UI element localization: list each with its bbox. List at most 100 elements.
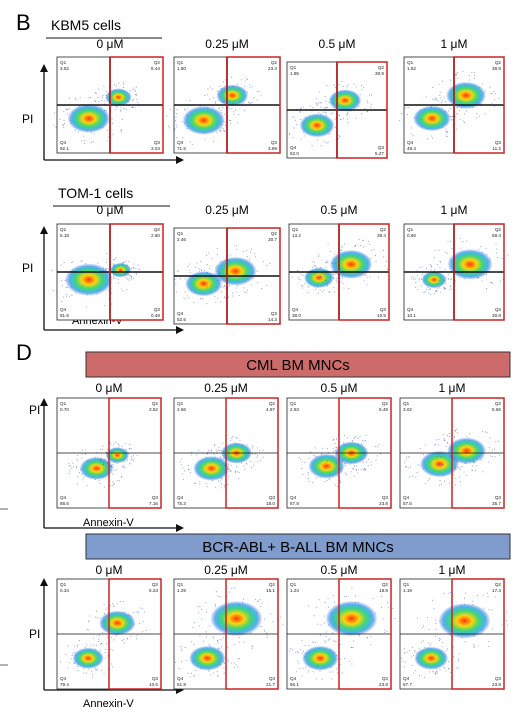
dose-label: 0.25 μM: [205, 203, 249, 217]
annexin-positive-highlight: [451, 578, 505, 690]
quadrant-percentage: 62.0: [290, 151, 299, 156]
quadrant-label: Q2: [382, 401, 389, 406]
quadrant-label: Q3: [271, 311, 278, 316]
quadrant-label: Q4: [290, 495, 297, 500]
quadrant-percentage: 18.0: [266, 501, 275, 506]
annexin-positive-highlight: [451, 397, 505, 509]
quadrant-percentage: 30.9: [375, 71, 384, 76]
dose-label: 0.25 μM: [204, 563, 248, 577]
quadrant-percentage: 23.8: [379, 501, 388, 506]
quadrant-label: Q2: [495, 401, 502, 406]
quadrant-percentage: 1.85: [290, 71, 299, 76]
quadrant-label: Q1: [292, 227, 299, 232]
annexin-positive-highlight: [108, 397, 162, 509]
dose-label: 1 μM: [441, 203, 468, 217]
cell-density-cloud: [404, 428, 500, 487]
quadrant-percentage: 1.29: [177, 588, 186, 593]
group-title-kbm5: KBM5 cells: [51, 17, 121, 33]
quadrant-percentage: 14.3: [268, 317, 277, 322]
annexin-positive-highlight: [225, 578, 279, 690]
quadrant-percentage: 38.4: [377, 233, 386, 238]
quadrant-label: Q2: [378, 65, 385, 70]
annexin-positive-highlight: [338, 223, 390, 321]
quadrant-label: Q4: [60, 495, 67, 500]
quadrant-label: Q1: [177, 582, 184, 587]
quadrant-label: Q1: [60, 582, 67, 587]
quadrant-percentage: 3.02: [403, 407, 412, 412]
dose-label: 0 μM: [96, 563, 123, 577]
quadrant-label: Q2: [154, 227, 161, 232]
quadrant-percentage: 5.49: [379, 407, 388, 412]
annexin-positive-highlight: [226, 227, 281, 325]
quadrant-percentage: 17.3: [492, 588, 501, 593]
quadrant-label: Q3: [271, 140, 278, 145]
quadrant-label: Q1: [407, 60, 414, 65]
quadrant-label: Q4: [177, 140, 184, 145]
quadrant-label: Q4: [290, 676, 297, 681]
cell-density-cloud: [399, 70, 500, 140]
annexin-positive-highlight: [109, 56, 164, 154]
quadrant-label: Q3: [495, 495, 502, 500]
dose-label: 0.5 μM: [321, 203, 358, 217]
group-title-cml: CML BM MNCs: [246, 357, 350, 374]
quadrant-percentage: 8.44: [151, 66, 160, 71]
quadrant-percentage: 52.5: [177, 317, 186, 322]
annexin-positive-highlight: [453, 223, 505, 321]
quadrant-label: Q1: [403, 582, 410, 587]
quadrant-percentage: 88.6: [60, 501, 69, 506]
dose-label: 0.25 μM: [205, 37, 249, 51]
quadrant-percentage: 1.24: [290, 588, 299, 593]
quadrant-percentage: 3.52: [149, 407, 158, 412]
annexin-positive-highlight: [338, 578, 392, 690]
annexin-positive-highlight: [338, 397, 392, 509]
quadrant-percentage: 1.52: [407, 66, 416, 71]
cell-density-cloud: [60, 600, 147, 678]
quadrant-percentage: 5.66: [492, 407, 501, 412]
quadrant-label: Q1: [290, 401, 297, 406]
dose-label: 0.25 μM: [204, 381, 248, 395]
quadrant-percentage: 0.34: [60, 588, 69, 593]
x-axis-label-cml: Annexin-V: [83, 517, 134, 529]
quadrant-label: Q3: [382, 676, 389, 681]
quadrant-percentage: 79.4: [60, 682, 69, 687]
quadrant-label: Q4: [60, 307, 67, 312]
quadrant-percentage: 7.16: [149, 501, 158, 506]
quadrant-percentage: 13.2: [292, 233, 301, 238]
quadrant-label: Q4: [403, 495, 410, 500]
quadrant-percentage: 48.4: [407, 146, 416, 151]
quadrant-label: Q2: [271, 60, 278, 65]
cell-density-cloud: [175, 587, 284, 678]
quadrant-label: Q4: [177, 676, 184, 681]
quadrant-label: Q1: [60, 227, 67, 232]
quadrant-percentage: 2.93: [290, 407, 299, 412]
quadrant-label: Q2: [269, 582, 276, 587]
quadrant-percentage: 3.04: [151, 146, 160, 151]
y-axis-label-kbm5: PI: [22, 112, 33, 126]
y-axis-label-tom1: PI: [22, 261, 33, 275]
quadrant-label: Q3: [495, 307, 502, 312]
quadrant-label: Q1: [177, 231, 184, 236]
quadrant-percentage: 5.18: [60, 233, 69, 238]
y-axis-label-ball: PI: [29, 627, 40, 641]
quadrant-label: Q1: [177, 60, 184, 65]
quadrant-label: Q3: [154, 140, 161, 145]
panel-letter-d: D: [16, 340, 32, 365]
dose-label: 1 μM: [441, 37, 468, 51]
quadrant-percentage: 3.52: [60, 66, 69, 71]
quadrant-percentage: 23.3: [268, 66, 277, 71]
dose-label: 1 μM: [439, 381, 466, 395]
quadrant-percentage: 0.70: [60, 407, 69, 412]
quadrant-percentage: 0.66: [407, 233, 416, 238]
